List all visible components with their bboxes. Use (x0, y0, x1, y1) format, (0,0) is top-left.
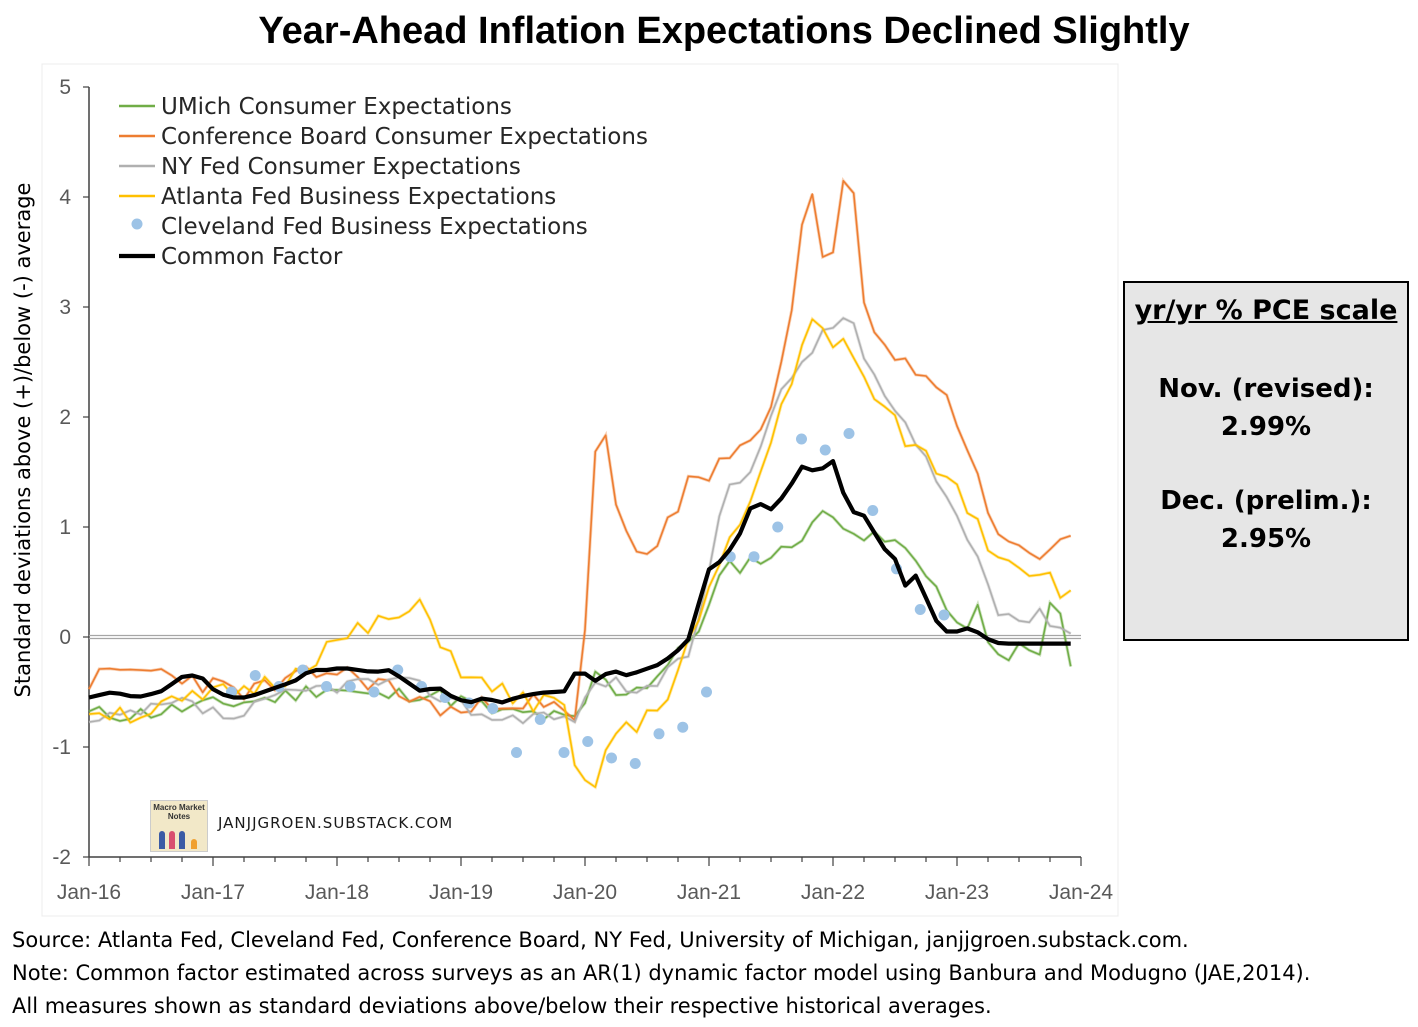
x-tick-label: Jan-18 (305, 881, 369, 904)
x-tick-label: Jan-21 (677, 881, 741, 904)
series-line (88, 317, 1072, 724)
x-tick-label: Jan-23 (925, 881, 989, 904)
common-factor-line (88, 459, 1071, 705)
macro-market-notes-logo: Macro Market Notes (150, 800, 208, 852)
cleveland-point (843, 428, 855, 439)
cleveland-point (629, 758, 641, 769)
cleveland-point (914, 604, 926, 615)
cleveland-point (558, 747, 570, 758)
cleveland-point (249, 670, 261, 681)
cleveland-point (321, 681, 332, 692)
cleveland-point (653, 728, 665, 740)
cleveland-point (748, 551, 760, 563)
x-tick-label: Jan-22 (801, 881, 865, 904)
y-tick-label: 3 (59, 296, 71, 319)
logo-text: Macro Market Notes (153, 803, 205, 821)
legend-label: Common Factor (161, 244, 343, 270)
x-tick-label: Jan-19 (429, 881, 493, 904)
legend-label: Conference Board Consumer Expectations (161, 124, 648, 150)
source-line: Source: Atlanta Fed, Cleveland Fed, Conf… (12, 928, 1189, 952)
legend: UMich Consumer Expectations Conference Bo… (119, 94, 648, 270)
cleveland-point (368, 686, 380, 698)
pce-scale-heading: yr/yr % PCE scale (1134, 295, 1398, 326)
cleveland-point (606, 752, 617, 764)
watermark-url: JANJJGROEN.SUBSTACK.COM (218, 814, 454, 832)
x-tick-label: Jan-20 (553, 881, 617, 904)
cleveland-point (487, 703, 499, 714)
x-tick-label: Jan-24 (1049, 881, 1114, 904)
y-tick-label: 1 (59, 516, 71, 539)
cleveland-point (938, 609, 950, 621)
legend-label: UMich Consumer Expectations (161, 94, 512, 120)
y-tick-label: -2 (52, 846, 71, 869)
y-tick-label: -1 (52, 736, 71, 759)
legend-label: Atlanta Fed Business Expectations (161, 184, 556, 210)
measures-line: All measures shown as standard deviation… (12, 994, 992, 1018)
cleveland-point (701, 686, 712, 698)
nov-value: 2.99% (1220, 412, 1312, 442)
legend-swatch (131, 218, 143, 230)
source-notes: Source: Atlanta Fed, Cleveland Fed, Conf… (12, 924, 1310, 1023)
y-tick-label: 4 (59, 186, 71, 209)
chart-title: Year-Ahead Inflation Expectations Declin… (258, 10, 1190, 52)
dec-label: Dec. (prelim.): (1160, 486, 1372, 516)
y-tick-label: 5 (59, 76, 71, 99)
x-tick-label: Jan-17 (181, 881, 245, 904)
cleveland-point (819, 444, 831, 456)
cleveland-point (582, 736, 594, 747)
series-line (88, 318, 1072, 788)
y-tick-label: 0 (59, 626, 71, 649)
y-axis-label: Standard deviations above (+)/below (-) … (11, 183, 35, 698)
cleveland-point (867, 505, 879, 516)
dec-value: 2.95% (1220, 524, 1312, 554)
note-line: Note: Common factor estimated across sur… (12, 961, 1311, 985)
cleveland-point (796, 433, 807, 445)
y-tick-label: 2 (59, 406, 71, 429)
cleveland-point (772, 521, 784, 533)
x-tick-label: Jan-16 (57, 881, 121, 904)
pce-scale-box: yr/yr % PCE scale Nov. (revised): 2.99% … (1123, 281, 1409, 641)
cleveland-point (534, 714, 546, 725)
cleveland-point (511, 747, 522, 758)
cleveland-point (677, 721, 689, 733)
cleveland-point (344, 681, 356, 692)
legend-label: Cleveland Fed Business Expectations (161, 214, 588, 240)
nov-label: Nov. (revised): (1158, 374, 1374, 404)
legend-label: NY Fed Consumer Expectations (161, 154, 521, 180)
